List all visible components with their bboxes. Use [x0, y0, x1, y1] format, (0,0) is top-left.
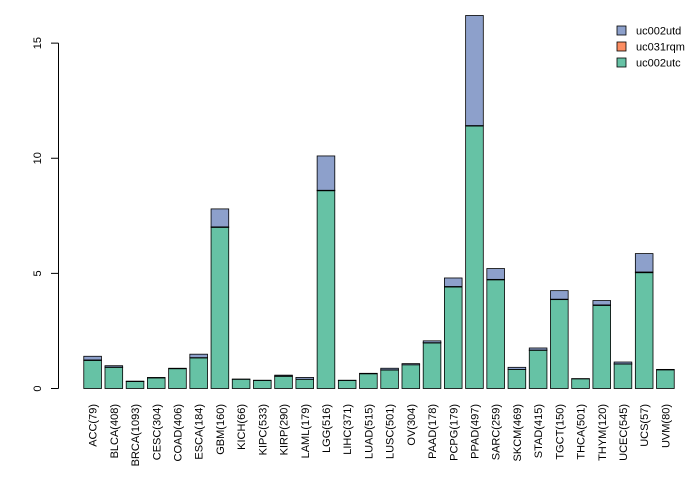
x-tick-label: ESCA(184) — [194, 404, 206, 460]
bar-segment-uc002utc — [422, 342, 442, 389]
x-tick-label: THYM(120) — [597, 404, 609, 461]
legend-swatch-uc002utc — [616, 57, 627, 68]
x-axis-labels: ACC(79) BLCA(408) BRCA(1093) CESC(304) COAD(… — [88, 404, 673, 466]
bar-segment-uc002utc — [168, 368, 187, 389]
x-tick-label: KIPC(533) — [257, 404, 269, 455]
x-tick-label: SKCM(469) — [512, 404, 524, 461]
x-tick-label: PCPG(179) — [448, 404, 460, 461]
legend: uc002utd uc031rqm uc002utc — [616, 25, 685, 70]
bar-segment-uc002utc — [189, 357, 208, 389]
x-tick-label: TGCT(150) — [554, 404, 566, 460]
bar-segment-uc002utd — [592, 300, 611, 306]
x-tick-label: OV(304) — [406, 404, 418, 446]
bar-segment-uc002utc — [634, 272, 654, 389]
bar-segment-uc002utd — [613, 361, 633, 365]
x-tick-label: ACC(79) — [88, 404, 100, 447]
bar-segment-uc002utc — [528, 349, 548, 389]
x-tick-label: PPAD(497) — [469, 404, 481, 459]
bar-segment-uc002utc — [592, 304, 611, 389]
x-tick-label: COAD(406) — [172, 404, 184, 461]
x-tick-label: CESC(304) — [151, 404, 163, 460]
bar-segment-uc002utc — [401, 364, 421, 389]
bar-segment-uc002utd — [104, 365, 124, 368]
bar-segment-uc002utd — [295, 377, 314, 380]
bar-segment-uc002utd — [83, 355, 102, 361]
bar-segment-uc002utc — [147, 377, 166, 389]
bar-segment-uc002utd — [380, 367, 399, 371]
x-tick-label: UCEC(545) — [618, 404, 630, 461]
x-tick-label: LUSC(501) — [385, 404, 397, 459]
bar-segment-uc002utc — [656, 369, 675, 389]
bar-segment-uc002utc — [571, 378, 590, 389]
bar-segment-uc002utc — [550, 299, 569, 389]
x-tick-label: SARC(259) — [491, 404, 503, 460]
x-tick-label: LIHC(371) — [342, 404, 354, 455]
x-tick-label: LGG(516) — [321, 404, 333, 453]
bar-segment-uc002utd — [486, 268, 505, 280]
x-tick-label: BRCA(1093) — [130, 404, 142, 466]
bar-segment-uc002utc — [465, 125, 484, 389]
bar-segment-uc002utd — [274, 374, 293, 377]
bar-segment-uc002utc — [231, 378, 251, 389]
legend-label-uc002utc: uc002utc — [636, 58, 681, 70]
bar-segment-uc002utd — [444, 277, 463, 287]
x-tick-label: GBM(160) — [215, 404, 227, 455]
y-tick-label: 5 — [32, 270, 44, 276]
bar-segment-uc002utd — [401, 363, 421, 366]
x-tick-label: KIRP(290) — [279, 404, 291, 455]
bar-segment-uc002utd — [528, 347, 548, 351]
bar-segment-uc002utd — [465, 15, 484, 126]
bar-segment-uc002utc — [253, 380, 272, 389]
x-tick-label: UCS(57) — [639, 404, 651, 447]
x-tick-label: LAML(179) — [300, 404, 312, 458]
bar-segment-uc002utc — [295, 378, 314, 389]
bar-segment-uc002utd — [210, 208, 230, 228]
bar-segment-uc002utc — [104, 366, 124, 389]
legend-swatch-uc031rqm — [616, 41, 627, 52]
legend-swatch-uc002utd — [616, 25, 627, 36]
x-tick-label: THCA(501) — [576, 404, 588, 460]
y-axis: 0 5 10 15 — [32, 37, 59, 392]
bar-segment-uc002utd — [507, 366, 527, 370]
legend-label-uc031rqm: uc031rqm — [636, 42, 685, 54]
bar-segment-uc002utc — [359, 373, 378, 389]
bar-segment-uc002utc — [210, 226, 230, 389]
y-tick-label: 15 — [32, 37, 44, 49]
bar-segment-uc002utc — [337, 380, 357, 389]
bar-segment-uc002utc — [274, 375, 293, 389]
bar-segment-uc002utd — [634, 253, 654, 273]
bar-segment-uc002utc — [486, 279, 505, 389]
legend-label-uc002utd: uc002utd — [636, 26, 681, 38]
y-tick-label: 0 — [32, 385, 44, 391]
bar-segment-uc002utc — [380, 369, 399, 389]
x-tick-label: PAAD(178) — [427, 404, 439, 459]
bar-segment-uc002utd — [189, 353, 208, 359]
bar-segment-uc002utc — [444, 286, 463, 389]
x-tick-label: LUAD(515) — [363, 404, 375, 459]
bar-segment-uc002utd — [316, 155, 336, 191]
x-tick-label: STAD(415) — [533, 404, 545, 458]
y-tick-label: 10 — [32, 152, 44, 164]
bar-segment-uc002utd — [550, 290, 569, 300]
bar-segment-uc002utc — [83, 360, 102, 389]
bar-segment-uc002utc — [507, 368, 527, 389]
x-tick-label: BLCA(408) — [109, 404, 121, 458]
x-tick-label: UVM(80) — [660, 404, 672, 448]
x-tick-label: KICH(66) — [236, 404, 248, 450]
bar-segment-uc002utc — [316, 190, 336, 389]
bar-segment-uc002utc — [125, 381, 145, 389]
bar-segment-uc002utc — [613, 363, 633, 389]
bars — [83, 15, 675, 389]
bar-segment-uc002utd — [422, 340, 442, 344]
